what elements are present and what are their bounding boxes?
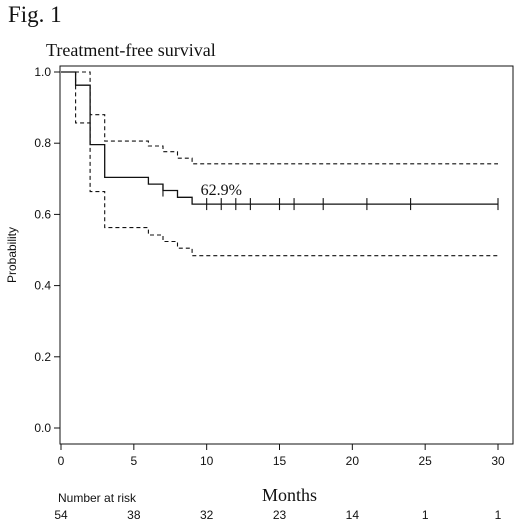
- lower-ci-curve: [61, 71, 498, 257]
- risk-count: 54: [54, 508, 68, 521]
- plot-frame: [59, 65, 514, 445]
- x-tick-label: 10: [200, 454, 214, 468]
- figure-label: Fig. 1: [8, 2, 62, 27]
- x-tick-label: 25: [418, 454, 432, 468]
- risk-count: 23: [273, 508, 287, 521]
- x-axis-label: Months: [262, 485, 317, 505]
- risk-count: 14: [346, 508, 360, 521]
- x-tick-label: 15: [273, 454, 287, 468]
- y-tick-label: 0.8: [34, 136, 51, 150]
- x-tick-label: 0: [58, 454, 65, 468]
- y-tick-label: 0.2: [34, 350, 51, 364]
- risk-table-label: Number at risk: [58, 491, 137, 505]
- y-axis-label: Probability: [5, 227, 19, 283]
- risk-count: 38: [127, 508, 141, 521]
- upper-ci-curve: [61, 71, 498, 165]
- axes: 0.0 0.2 0.4 0.6 0.8 1.0 0 5 10 15 20 25 30: [34, 65, 514, 468]
- y-tick-label: 1.0: [34, 65, 51, 79]
- number-at-risk-table: Number at risk 54 38 32 23 14 1 1: [54, 491, 501, 521]
- x-tick-label: 5: [130, 454, 137, 468]
- x-tick-label: 30: [491, 454, 505, 468]
- y-tick-label: 0.0: [34, 421, 51, 435]
- survival-annotation: 62.9%: [201, 182, 242, 199]
- risk-count: 1: [422, 508, 429, 521]
- chart-title: Treatment-free survival: [46, 40, 216, 60]
- axis-labels: 62.9% Probability Months: [5, 182, 317, 505]
- censor-marks: [162, 184, 499, 211]
- y-tick-label: 0.6: [34, 207, 51, 221]
- risk-count: 32: [200, 508, 214, 521]
- y-tick-label: 0.4: [34, 279, 51, 293]
- survival-curves: [61, 71, 498, 257]
- x-tick-label: 20: [346, 454, 360, 468]
- risk-count: 1: [495, 508, 502, 521]
- survival-curve: [61, 71, 498, 205]
